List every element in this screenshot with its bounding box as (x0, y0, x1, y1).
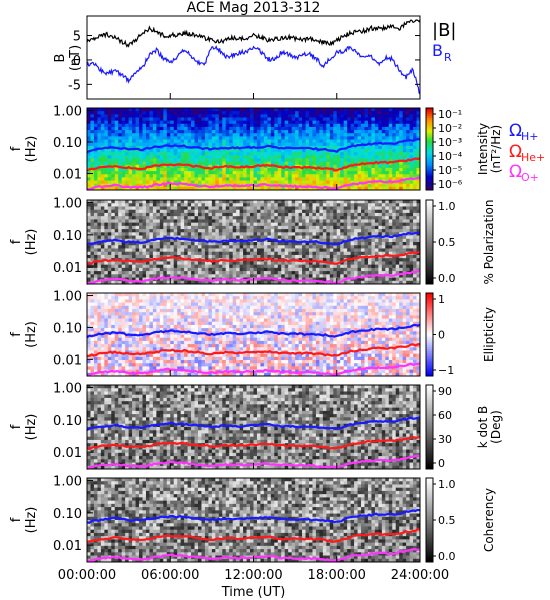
y-tick-label: 0.10 (53, 229, 82, 244)
legend-b-r: B (432, 41, 443, 60)
series-line-omega-h (86, 508, 421, 524)
y-axis-title: f (9, 332, 24, 337)
colorbar-tick-label: 0.0 (438, 272, 456, 285)
x-tick-label: 24:00:00 (391, 568, 449, 583)
series-line-omega-he (86, 343, 421, 358)
kdotb-colorbar (426, 385, 433, 470)
y-tick-label: 1.00 (53, 382, 82, 397)
series-line-omega-he (86, 528, 421, 543)
intensity-spectrogram (87, 108, 421, 191)
kdotb-spectrogram (87, 385, 421, 470)
colorbar-title: Ellipticity (482, 307, 496, 362)
intensity-colorbar (426, 108, 433, 191)
y-axis-unit: (nT) (68, 45, 83, 71)
colorbar-tick-label: 1.0 (438, 200, 456, 213)
y-tick-label: 0.01 (53, 353, 82, 368)
y-axis-unit: (Hz) (24, 414, 39, 441)
y-tick-label: 0 (73, 54, 81, 69)
colorbar-tick-label: 1 (438, 293, 445, 306)
colorbar-title: Intensity (476, 123, 490, 175)
colorbar-tick-label: −1 (438, 364, 454, 377)
colorbar-tick-label: 1.0 (438, 478, 456, 491)
intensity-colorbar-frame (425, 107, 434, 191)
legend-omega-he-subscript: He+ (521, 151, 545, 164)
colorbar-title: k dot B (476, 406, 490, 448)
y-tick-label: 1.00 (53, 197, 82, 212)
series-line-b-magnitude (86, 19, 421, 48)
colorbar-tick-label: 10⁻⁴ (438, 150, 463, 163)
y-tick-label: 0.10 (53, 321, 82, 336)
colorbar-tick-label: 90 (438, 385, 452, 398)
legend-b-r-subscript: R (444, 51, 452, 64)
y-tick-label: 0.10 (53, 136, 82, 151)
y-axis-title: f (9, 239, 24, 244)
x-tick-label: 12:00:00 (224, 568, 282, 583)
y-axis-title: f (9, 424, 24, 429)
x-axis-title: Time (UT) (221, 585, 286, 600)
series-line-omega-h (86, 231, 421, 246)
y-axis-title: B (53, 54, 68, 63)
series-line-omega-he (86, 157, 421, 172)
x-tick-label: 06:00:00 (141, 568, 199, 583)
y-tick-label: 1.00 (53, 290, 82, 305)
ellipticity-colorbar (426, 293, 433, 377)
colorbar-unit: (nT²/Hz) (489, 125, 503, 173)
legend-omega-o-subscript: O+ (521, 171, 539, 184)
y-axis-title: f (9, 146, 24, 151)
y-axis-unit: (Hz) (24, 229, 39, 256)
chart-title: ACE Mag 2013-312 (187, 0, 321, 16)
y-tick-label: 0.01 (53, 168, 82, 183)
colorbar-tick-label: 0 (438, 329, 445, 342)
colorbar-tick-label: 10⁻² (438, 122, 462, 135)
colorbar-title: Coherency (482, 488, 496, 552)
y-axis-title: f (9, 517, 24, 522)
y-tick-label: 0.10 (53, 507, 82, 522)
colorbar-tick-label: 30 (438, 433, 452, 446)
colorbar-tick-label: 10⁻⁵ (438, 164, 462, 177)
polarization-colorbar (426, 200, 433, 285)
y-tick-label: 0.01 (53, 446, 82, 461)
y-tick-label: 5 (73, 30, 81, 45)
y-tick-label: 1.00 (53, 104, 82, 119)
y-tick-label: -5 (68, 78, 81, 93)
y-tick-label: 0.10 (53, 414, 82, 429)
coherency-colorbar (426, 478, 433, 563)
legend-b-magnitude: |B| (432, 20, 456, 41)
y-axis-unit: (Hz) (24, 507, 39, 534)
legend-omega-he: Ω (509, 142, 522, 162)
series-line-omega-he (86, 250, 421, 265)
colorbar-tick-label: 0.5 (438, 514, 456, 527)
y-tick-label: 0.01 (53, 261, 82, 276)
x-tick-label: 00:00:00 (58, 568, 116, 583)
series-line-omega-h (86, 323, 421, 339)
colorbar-tick-label: 60 (438, 409, 452, 422)
colorbar-tick-label: 0.0 (438, 550, 456, 563)
kdotb-colorbar-frame (425, 384, 434, 470)
series-line-b-r (86, 45, 421, 95)
colorbar-title: % Polarization (482, 200, 496, 285)
colorbar-unit: (Deg) (489, 410, 503, 444)
y-tick-label: 1.00 (53, 475, 82, 490)
y-axis-unit: (Hz) (24, 321, 39, 348)
x-tick-label: 18:00:00 (308, 568, 366, 583)
ellipticity-spectrogram (87, 293, 421, 377)
series-line-omega-h (86, 137, 421, 154)
colorbar-tick-label: 10⁻¹ (438, 108, 462, 121)
legend-omega-h: Ω (509, 121, 522, 141)
legend-omega-o: Ω (509, 162, 522, 182)
series-line-omega-he (86, 435, 421, 451)
y-tick-label: 0.01 (53, 539, 82, 554)
legend-omega-h-subscript: H+ (521, 130, 539, 143)
colorbar-tick-label: 0.5 (438, 236, 456, 249)
series-line-omega-h (86, 416, 421, 431)
colorbar-tick-label: 10⁻⁶ (438, 178, 463, 191)
y-axis-unit: (Hz) (24, 136, 39, 163)
colorbar-tick-label: 10⁻³ (438, 136, 462, 149)
colorbar-tick-label: 0 (438, 457, 445, 470)
